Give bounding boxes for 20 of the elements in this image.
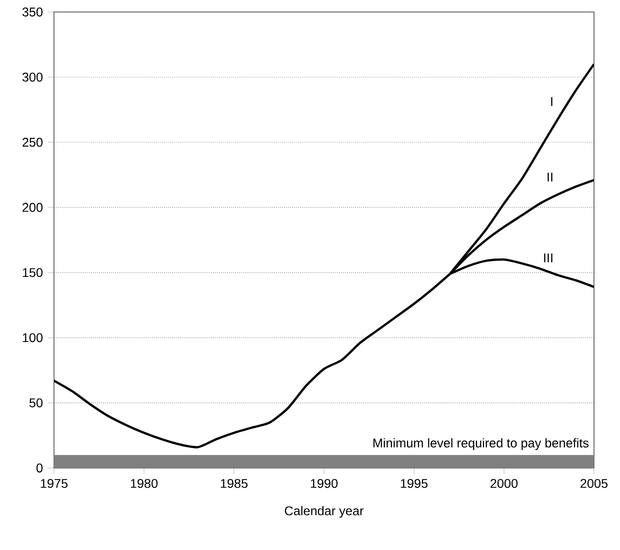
y-tick-label: 150 — [22, 268, 43, 278]
y-tick-label: 300 — [22, 72, 43, 82]
series-label: II — [548, 172, 552, 182]
x-tick-label: 1980 — [130, 478, 158, 488]
y-tick-label: 0 — [36, 464, 43, 472]
y-tick-label: 200 — [22, 202, 43, 212]
x-axis-title: Calendar year — [284, 506, 364, 518]
x-tick-label: 2000 — [490, 478, 518, 488]
x-tick-label: 1975 — [40, 478, 68, 488]
series-label: I — [551, 97, 552, 106]
y-tick-label: 50 — [29, 398, 43, 408]
x-tick-label: 2005 — [580, 478, 608, 488]
y-tick-label: 250 — [22, 138, 43, 147]
y-tick-label: 100 — [22, 333, 43, 342]
x-tick-label: 1985 — [220, 478, 248, 488]
band-label: Minimum level required to pay benefits — [373, 438, 589, 450]
y-tick-label: 350 — [22, 8, 43, 16]
series-label: III — [544, 254, 552, 262]
x-tick-label: 1995 — [400, 478, 428, 488]
x-tick-label: 1990 — [310, 478, 338, 488]
